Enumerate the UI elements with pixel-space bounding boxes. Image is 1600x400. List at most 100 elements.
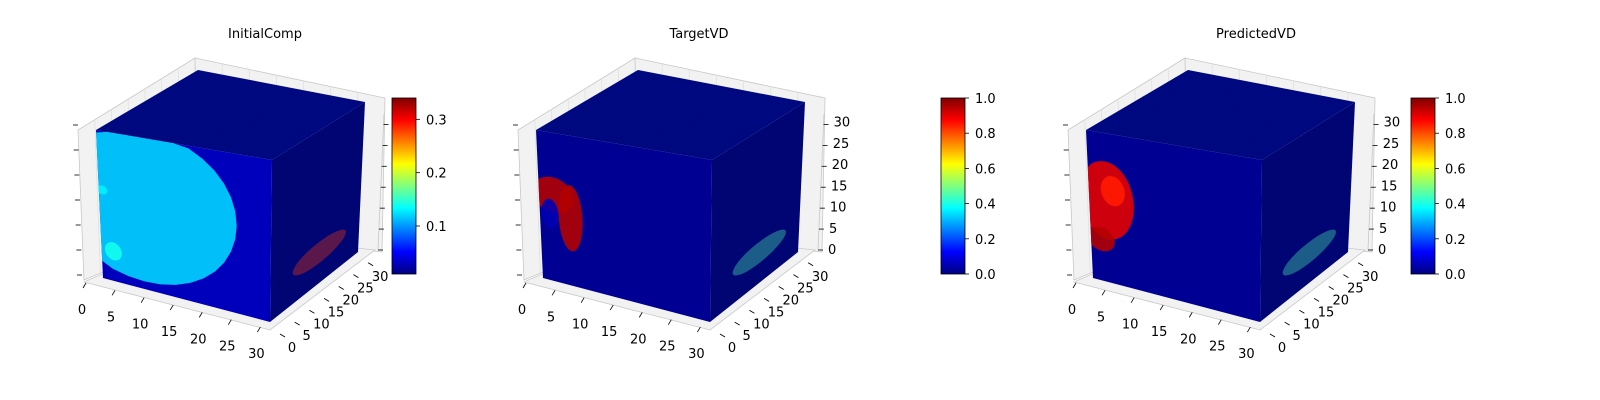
colorbar — [1410, 97, 1436, 275]
y-tick-label: 25 — [1347, 282, 1364, 297]
voxel-line — [185, 77, 354, 110]
x-tick-mark — [1130, 297, 1135, 303]
x-tick-mark — [1101, 290, 1106, 296]
z-tick-label: 25 — [1383, 137, 1400, 152]
voxel-line — [1130, 103, 1303, 135]
y-tick-label: 5 — [303, 329, 311, 344]
gridline — [94, 119, 101, 274]
x-tick-label: 25 — [659, 340, 676, 355]
colorbar-tick-label: 0.2 — [426, 167, 447, 182]
y-tick-mark — [763, 298, 770, 302]
voxel-line — [166, 88, 336, 121]
z-tick-label: 0 — [1378, 243, 1386, 258]
colorbar-tick-label: 0.3 — [426, 113, 447, 128]
x-tick-label: 10 — [132, 318, 149, 333]
y-tick-mark — [353, 274, 359, 278]
voxel-line — [121, 114, 296, 146]
y-tick-label: 0 — [288, 341, 296, 356]
y-tick-mark — [1299, 309, 1305, 314]
voxel-line — [612, 84, 782, 117]
y-tick-mark — [749, 309, 755, 314]
y-tick-mark — [1328, 286, 1334, 290]
x-tick-label: 5 — [107, 310, 115, 325]
gridline — [1084, 119, 1091, 274]
x-tick-label: 0 — [78, 303, 86, 318]
voxel-line — [631, 73, 800, 106]
voxel-line — [140, 103, 313, 135]
voxel-line — [146, 99, 319, 132]
voxel-line — [586, 99, 759, 132]
y-tick-label: 10 — [1303, 317, 1320, 332]
colorbar-tick-label: 0.1 — [426, 220, 447, 235]
voxel-line — [618, 81, 788, 114]
cube-front-face — [536, 130, 712, 322]
x-tick-mark — [257, 326, 261, 333]
x-tick-mark — [551, 290, 556, 296]
voxel-line — [561, 114, 736, 146]
y-tick-mark — [1357, 262, 1364, 267]
z-tick-label: 15 — [831, 179, 848, 194]
voxel-line — [1149, 92, 1321, 124]
z-tick-label: 0 — [828, 243, 836, 258]
x-tick-label: 5 — [547, 310, 555, 325]
y-tick-mark — [1343, 274, 1349, 278]
y-tick-label: 25 — [357, 282, 374, 297]
voxel-line — [1136, 99, 1309, 132]
x-tick-label: 20 — [190, 332, 207, 347]
y-tick-mark — [1269, 333, 1276, 338]
voxel-blob-2 — [541, 198, 559, 229]
y-tick-label: 25 — [797, 282, 814, 297]
voxel-line — [1092, 126, 1268, 157]
gridline — [534, 119, 541, 274]
x-tick-label: 10 — [572, 318, 589, 333]
x-tick-mark — [638, 312, 643, 318]
x-tick-label: 5 — [1097, 310, 1105, 325]
side-blob — [1282, 229, 1336, 276]
y-tick-label: 0 — [1278, 341, 1286, 356]
y-tick-label: 20 — [782, 294, 799, 309]
y-tick-mark — [807, 262, 814, 267]
panel-title: TargetVD — [668, 27, 728, 42]
side-blob — [732, 229, 786, 276]
x-tick-label: 10 — [1122, 318, 1139, 333]
voxel-line — [115, 118, 290, 150]
voxel-line — [1124, 107, 1297, 139]
x-tick-mark — [1072, 282, 1077, 289]
y-tick-mark — [719, 333, 726, 338]
voxel-line — [108, 122, 284, 153]
y-tick-label: 20 — [342, 294, 359, 309]
x-tick-label: 30 — [248, 347, 265, 362]
voxel-line — [1162, 84, 1332, 117]
z-tick-label: 10 — [1380, 201, 1397, 216]
panel-title: InitialComp — [228, 27, 302, 42]
voxel-blob-2 — [98, 185, 108, 195]
x-tick-mark — [522, 282, 527, 289]
cube-side-face — [1260, 102, 1355, 322]
x-tick-mark — [1217, 319, 1222, 325]
voxel-line — [191, 73, 360, 106]
colorbar — [940, 97, 966, 275]
y-tick-label: 15 — [1318, 305, 1335, 320]
y-tick-mark — [309, 309, 315, 314]
cube-side-face — [710, 102, 805, 322]
voxel-line — [102, 126, 278, 157]
voxel-line — [1105, 118, 1280, 150]
y-tick-label: 30 — [812, 270, 829, 285]
y-tick-label: 15 — [768, 305, 785, 320]
voxel-line — [580, 103, 753, 135]
x-tick-label: 30 — [1238, 347, 1255, 362]
voxel-line — [1156, 88, 1326, 121]
y-tick-mark — [367, 262, 374, 267]
x-tick-label: 25 — [219, 340, 236, 355]
voxel-line — [1175, 77, 1344, 110]
voxel-line — [567, 111, 742, 143]
colorbar-tick-label: 0.8 — [1445, 127, 1466, 142]
x-tick-label: 20 — [630, 332, 647, 347]
colorbar-tick-label: 1.0 — [1445, 92, 1466, 107]
x-tick-label: 0 — [1068, 303, 1076, 318]
x-tick-mark — [1159, 304, 1164, 311]
voxel-line — [172, 84, 342, 117]
x-tick-mark — [198, 312, 203, 318]
